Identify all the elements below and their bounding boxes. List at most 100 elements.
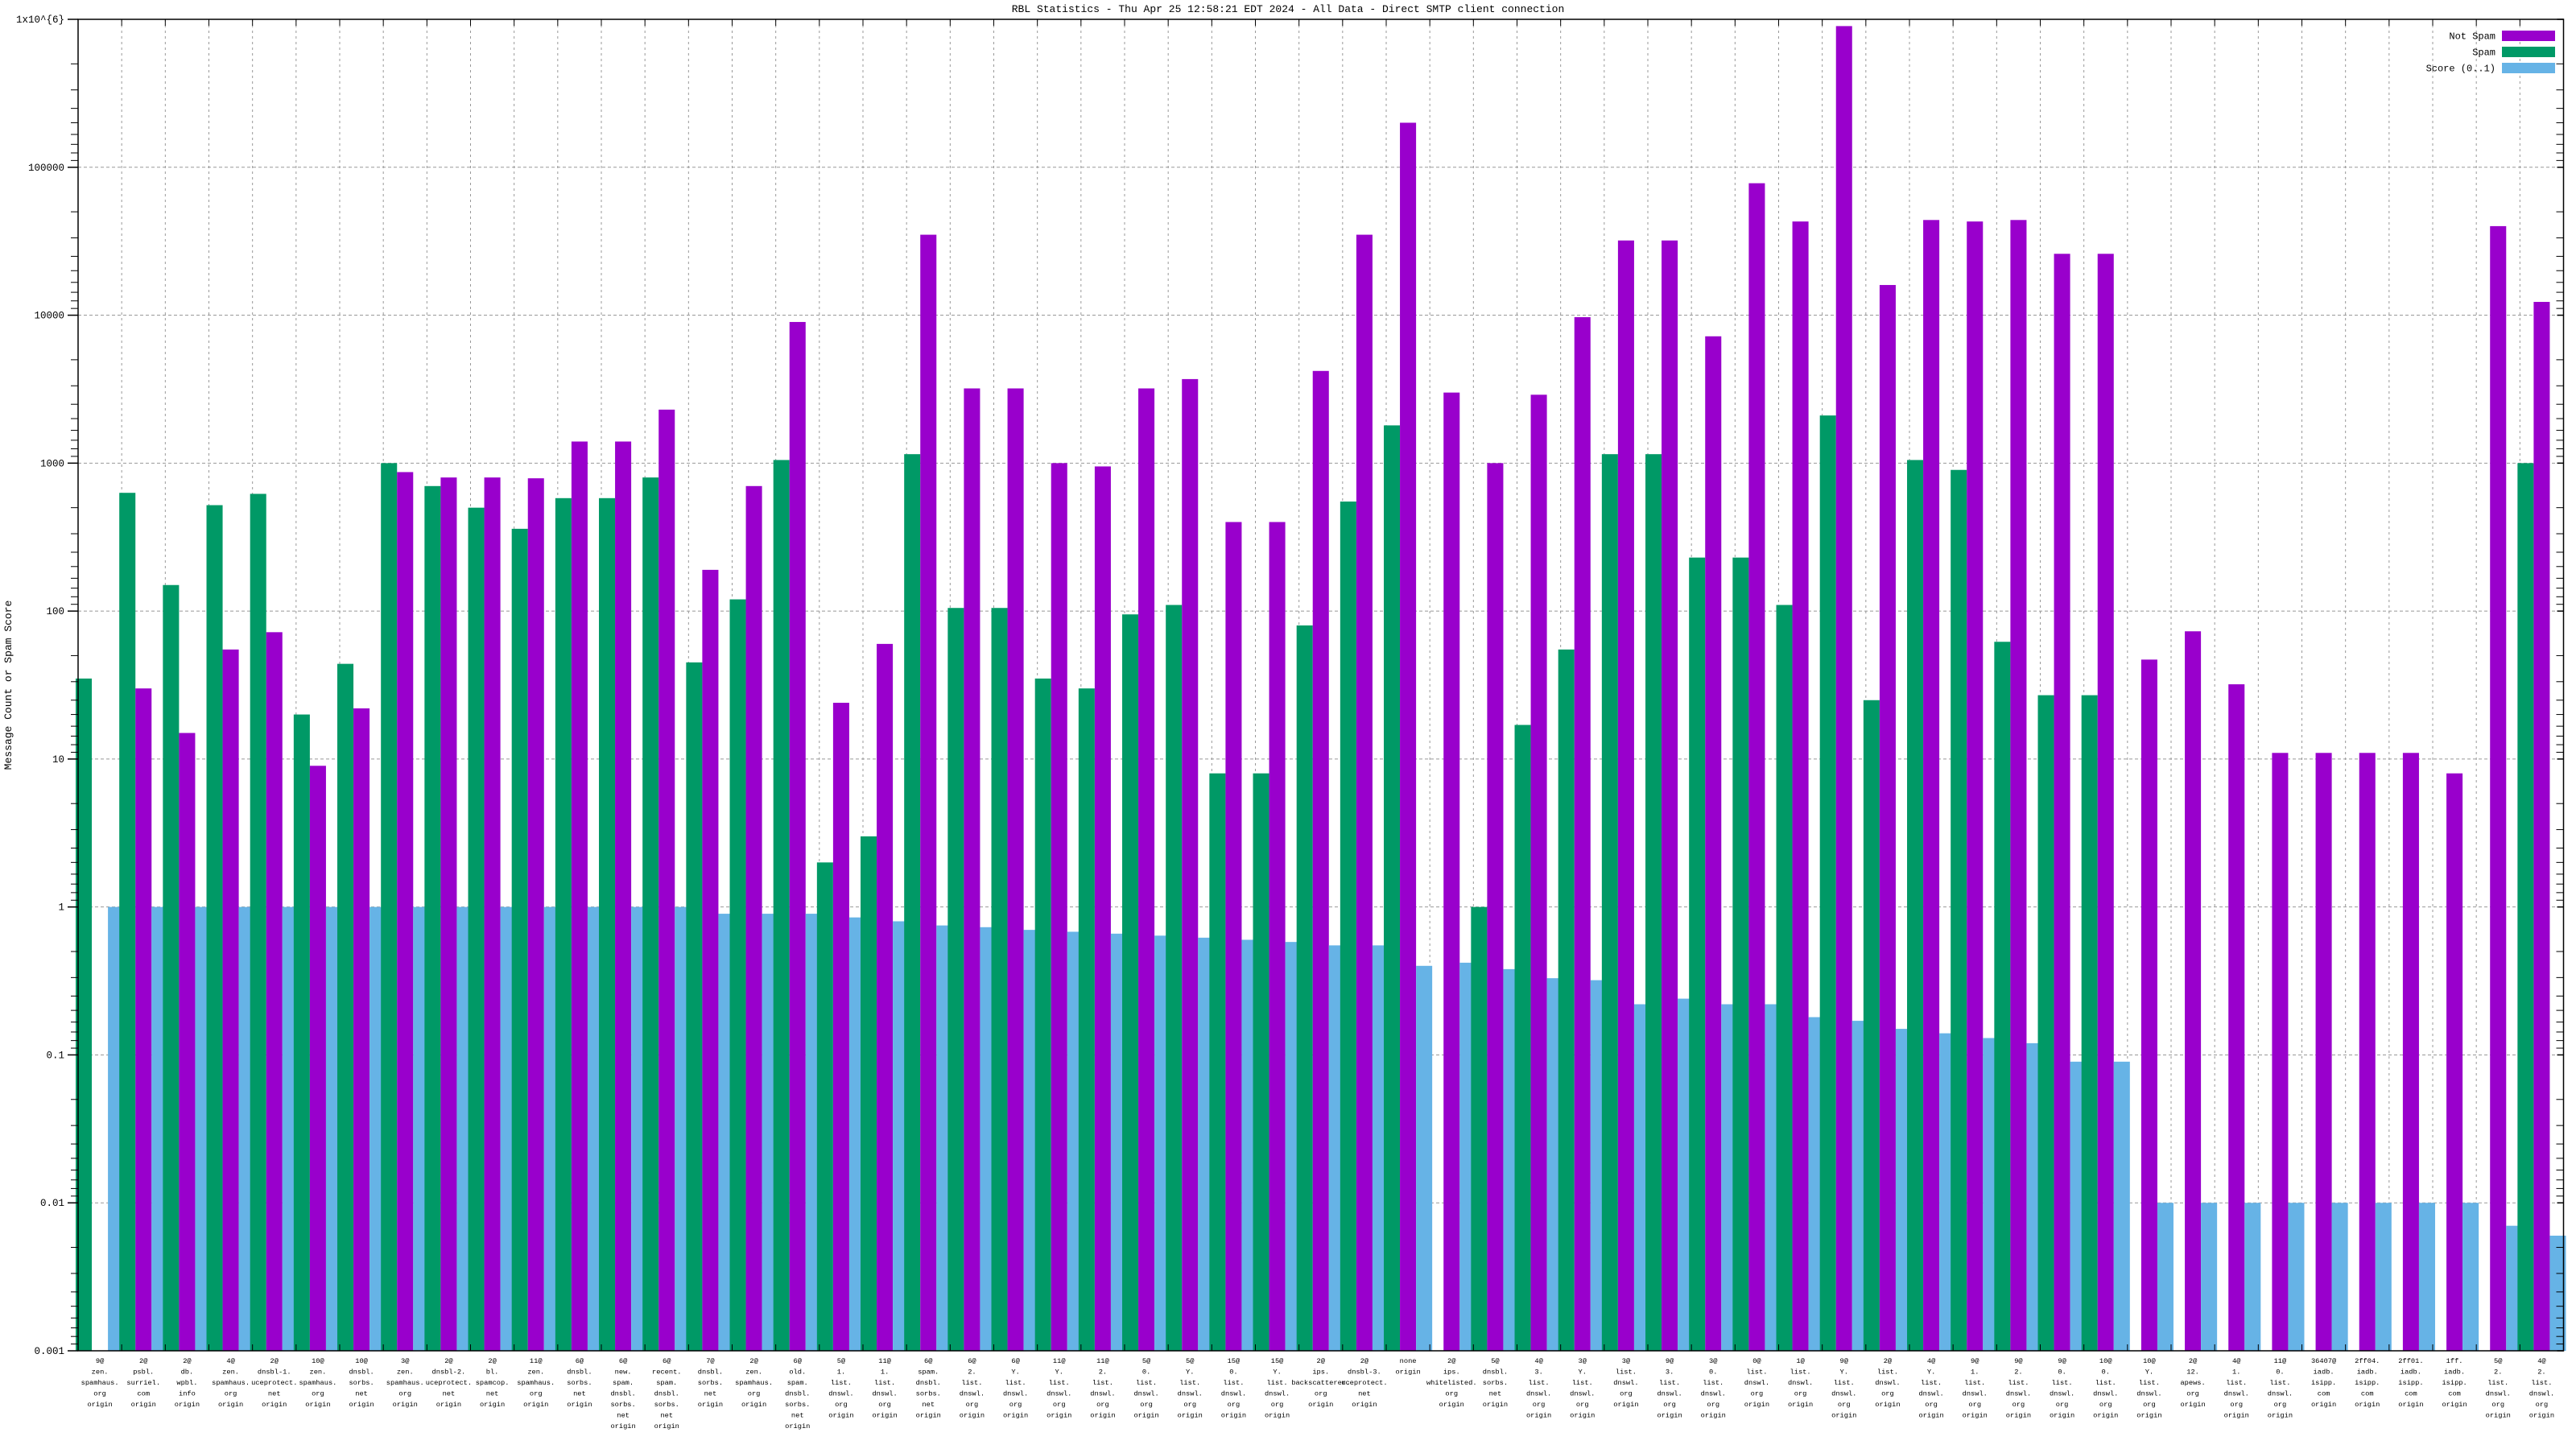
svg-text:2@: 2@ bbox=[749, 1357, 758, 1365]
svg-text:isipp.: isipp. bbox=[2311, 1379, 2336, 1387]
svg-text:Y.: Y. bbox=[2145, 1368, 2153, 1377]
svg-text:origin: origin bbox=[305, 1401, 330, 1409]
svg-text:dnswl.: dnswl. bbox=[1526, 1390, 1551, 1398]
svg-text:iadb.: iadb. bbox=[2401, 1368, 2421, 1377]
svg-text:list.: list. bbox=[874, 1379, 895, 1387]
svg-text:net: net bbox=[1358, 1390, 1371, 1398]
svg-text:origin: origin bbox=[2529, 1412, 2554, 1420]
svg-text:net: net bbox=[355, 1390, 368, 1398]
svg-text:0.: 0. bbox=[2058, 1368, 2066, 1377]
svg-text:origin: origin bbox=[2180, 1401, 2205, 1409]
svg-text:2.: 2. bbox=[968, 1368, 976, 1377]
svg-text:origin: origin bbox=[1526, 1412, 1551, 1420]
svg-text:Y.: Y. bbox=[1579, 1368, 1587, 1377]
svg-text:1: 1 bbox=[58, 902, 64, 914]
svg-text:org: org bbox=[748, 1390, 761, 1398]
svg-text:origin: origin bbox=[2311, 1401, 2336, 1409]
svg-text:list.: list. bbox=[1267, 1379, 1288, 1387]
svg-text:net: net bbox=[704, 1390, 717, 1398]
svg-text:list.: list. bbox=[1616, 1368, 1637, 1377]
svg-text:1.: 1. bbox=[881, 1368, 889, 1377]
svg-text:org: org bbox=[1009, 1401, 1022, 1409]
svg-text:dnsbl.: dnsbl. bbox=[349, 1368, 374, 1377]
svg-text:spam.: spam. bbox=[787, 1379, 808, 1387]
svg-text:origin: origin bbox=[610, 1422, 635, 1430]
svg-text:Y.: Y. bbox=[1927, 1368, 1935, 1377]
svg-text:org: org bbox=[1053, 1401, 1066, 1409]
svg-text:1x10^{6}: 1x10^{6} bbox=[16, 14, 64, 26]
svg-text:origin: origin bbox=[175, 1401, 200, 1409]
svg-text:origin: origin bbox=[1963, 1412, 1988, 1420]
svg-text:origin: origin bbox=[698, 1401, 723, 1409]
svg-text:1.: 1. bbox=[837, 1368, 845, 1377]
svg-text:2@: 2@ bbox=[139, 1357, 148, 1365]
svg-text:origin: origin bbox=[349, 1401, 374, 1409]
svg-text:list.: list. bbox=[2052, 1379, 2073, 1387]
svg-text:dnswl.: dnswl. bbox=[2486, 1390, 2511, 1398]
svg-text:6@: 6@ bbox=[619, 1357, 628, 1365]
svg-text:1.: 1. bbox=[1971, 1368, 1979, 1377]
svg-text:Message Count or Spam Score: Message Count or Spam Score bbox=[2, 601, 14, 770]
svg-text:list.: list. bbox=[1834, 1379, 1855, 1387]
svg-text:1000: 1000 bbox=[40, 458, 64, 469]
svg-text:sorbs.: sorbs. bbox=[698, 1379, 723, 1387]
svg-text:uceprotect.: uceprotect. bbox=[426, 1379, 472, 1387]
svg-text:net: net bbox=[922, 1401, 935, 1409]
svg-text:org: org bbox=[398, 1390, 411, 1398]
svg-text:net: net bbox=[1489, 1390, 1502, 1398]
svg-text:spamhaus.: spamhaus. bbox=[517, 1379, 555, 1387]
svg-text:origin: origin bbox=[960, 1412, 985, 1420]
svg-text:9@: 9@ bbox=[1666, 1357, 1674, 1365]
svg-text:dnswl.: dnswl. bbox=[2050, 1390, 2074, 1398]
svg-text:4@: 4@ bbox=[1927, 1357, 1936, 1365]
svg-text:origin: origin bbox=[567, 1401, 592, 1409]
svg-text:com: com bbox=[2361, 1390, 2374, 1398]
svg-text:spamhaus.: spamhaus. bbox=[299, 1379, 336, 1387]
svg-text:origin: origin bbox=[2136, 1412, 2161, 1420]
svg-text:list.: list. bbox=[2487, 1379, 2508, 1387]
svg-text:org: org bbox=[1881, 1390, 1894, 1398]
svg-text:0.: 0. bbox=[1229, 1368, 1237, 1377]
svg-text:dnswl.: dnswl. bbox=[1570, 1390, 1595, 1398]
svg-text:2.: 2. bbox=[1099, 1368, 1107, 1377]
svg-text:origin: origin bbox=[1221, 1412, 1246, 1420]
svg-text:spamcop.: spamcop. bbox=[476, 1379, 510, 1387]
svg-text:6@: 6@ bbox=[1011, 1357, 1020, 1365]
svg-text:org: org bbox=[312, 1390, 324, 1398]
svg-text:3.: 3. bbox=[1666, 1368, 1674, 1377]
svg-text:origin: origin bbox=[872, 1412, 897, 1420]
svg-text:origin: origin bbox=[1831, 1412, 1856, 1420]
svg-text:dnswl.: dnswl. bbox=[2136, 1390, 2161, 1398]
svg-text:0.: 0. bbox=[2276, 1368, 2284, 1377]
svg-text:surriel.: surriel. bbox=[126, 1379, 160, 1387]
svg-text:org: org bbox=[2013, 1401, 2025, 1409]
svg-text:dnsbl.: dnsbl. bbox=[785, 1390, 810, 1398]
svg-text:origin: origin bbox=[2093, 1412, 2118, 1420]
svg-text:origin: origin bbox=[262, 1401, 287, 1409]
svg-text:12.: 12. bbox=[2186, 1368, 2199, 1377]
svg-text:3@: 3@ bbox=[401, 1357, 410, 1365]
svg-text:1@: 1@ bbox=[1796, 1357, 1805, 1365]
svg-text:dnswl.: dnswl. bbox=[1875, 1379, 1900, 1387]
svg-text:dnsbl.: dnsbl. bbox=[698, 1368, 723, 1377]
svg-text:list.: list. bbox=[831, 1379, 852, 1387]
svg-text:iadb.: iadb. bbox=[2357, 1368, 2378, 1377]
svg-text:origin: origin bbox=[1657, 1412, 1682, 1420]
svg-text:zen.: zen. bbox=[745, 1368, 762, 1377]
svg-text:0.1: 0.1 bbox=[46, 1050, 64, 1061]
svg-text:zen.: zen. bbox=[309, 1368, 326, 1377]
svg-text:dnsbl-2.: dnsbl-2. bbox=[432, 1368, 466, 1377]
svg-text:origin: origin bbox=[2486, 1412, 2511, 1420]
svg-text:list.: list. bbox=[2226, 1379, 2247, 1387]
svg-text:com: com bbox=[2405, 1390, 2417, 1398]
svg-text:0.: 0. bbox=[1709, 1368, 1717, 1377]
svg-text:1ff.: 1ff. bbox=[2446, 1357, 2463, 1365]
svg-text:sorbs.: sorbs. bbox=[1483, 1379, 1508, 1387]
svg-text:com: com bbox=[2448, 1390, 2461, 1398]
svg-text:wpbl.: wpbl. bbox=[176, 1379, 197, 1387]
svg-text:origin: origin bbox=[1265, 1412, 1290, 1420]
svg-text:list.: list. bbox=[1572, 1379, 1593, 1387]
svg-text:dnswl.: dnswl. bbox=[1788, 1379, 1813, 1387]
svg-text:zen.: zen. bbox=[222, 1368, 239, 1377]
svg-text:dnsbl-3.: dnsbl-3. bbox=[1348, 1368, 1381, 1377]
